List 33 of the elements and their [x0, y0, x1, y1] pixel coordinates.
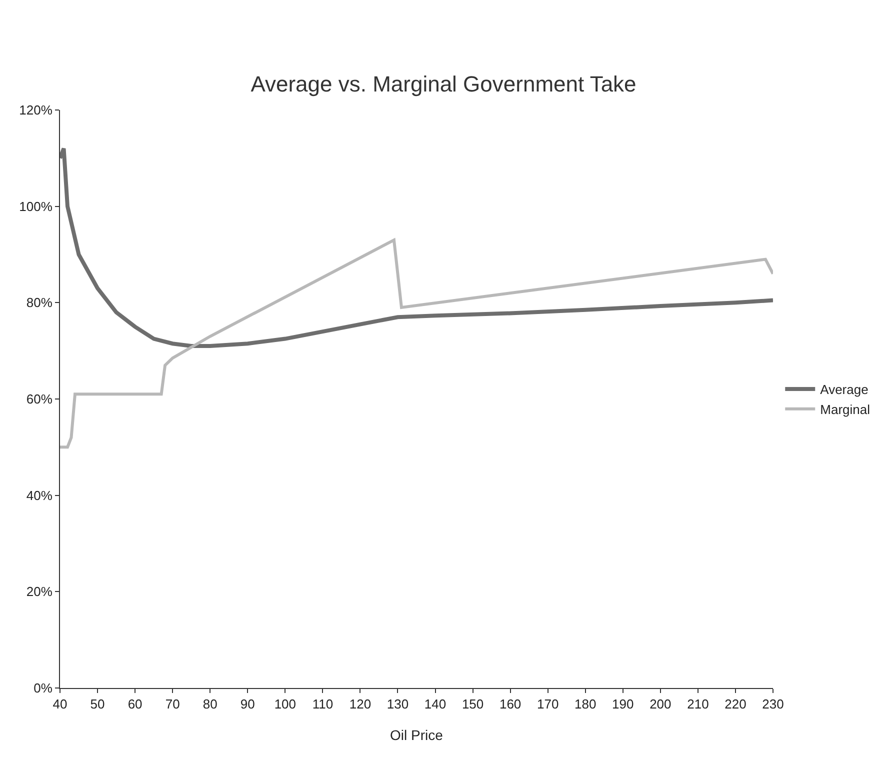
x-tick-label: 140 — [424, 696, 446, 712]
y-tick-label: 80% — [26, 295, 53, 310]
y-tick-label: 120% — [19, 102, 53, 118]
line-series — [60, 146, 773, 348]
x-tick-label: 110 — [312, 696, 334, 712]
x-tick-label: 70 — [165, 696, 180, 712]
x-tick-label: 230 — [762, 696, 784, 712]
chart-title: Average vs. Marginal Government Take — [250, 72, 636, 97]
legend-label: Marginal — [820, 402, 870, 417]
x-tick-label: 120 — [349, 696, 372, 712]
y-tick-label: 60% — [26, 392, 53, 407]
x-tick-label: 90 — [240, 696, 255, 712]
x-tick-label: 170 — [536, 696, 559, 712]
y-tick-label: 40% — [26, 488, 53, 503]
x-tick-label: 200 — [650, 696, 672, 712]
x-tick-label: 80 — [202, 696, 218, 712]
legend-label: Average — [820, 382, 868, 398]
x-tick-label: 150 — [462, 696, 484, 712]
x-tick-label: 100 — [274, 696, 296, 712]
x-tick-label: 190 — [612, 696, 634, 712]
x-tick-label: 50 — [90, 696, 105, 712]
x-tick-label: 130 — [386, 696, 409, 712]
y-tick-label: 0% — [34, 680, 53, 696]
y-tick-label: 100% — [19, 198, 53, 214]
x-tick-label: 180 — [574, 696, 596, 712]
x-tick-label: 160 — [499, 696, 522, 712]
x-axis-title: Oil Price — [390, 727, 444, 743]
x-tick-label: 220 — [724, 696, 746, 712]
line-series — [60, 238, 773, 449]
y-tick-label: 20% — [26, 584, 53, 600]
x-tick-label: 210 — [687, 696, 709, 712]
x-tick-label: 60 — [128, 696, 142, 712]
x-tick-label: 40 — [52, 696, 68, 712]
